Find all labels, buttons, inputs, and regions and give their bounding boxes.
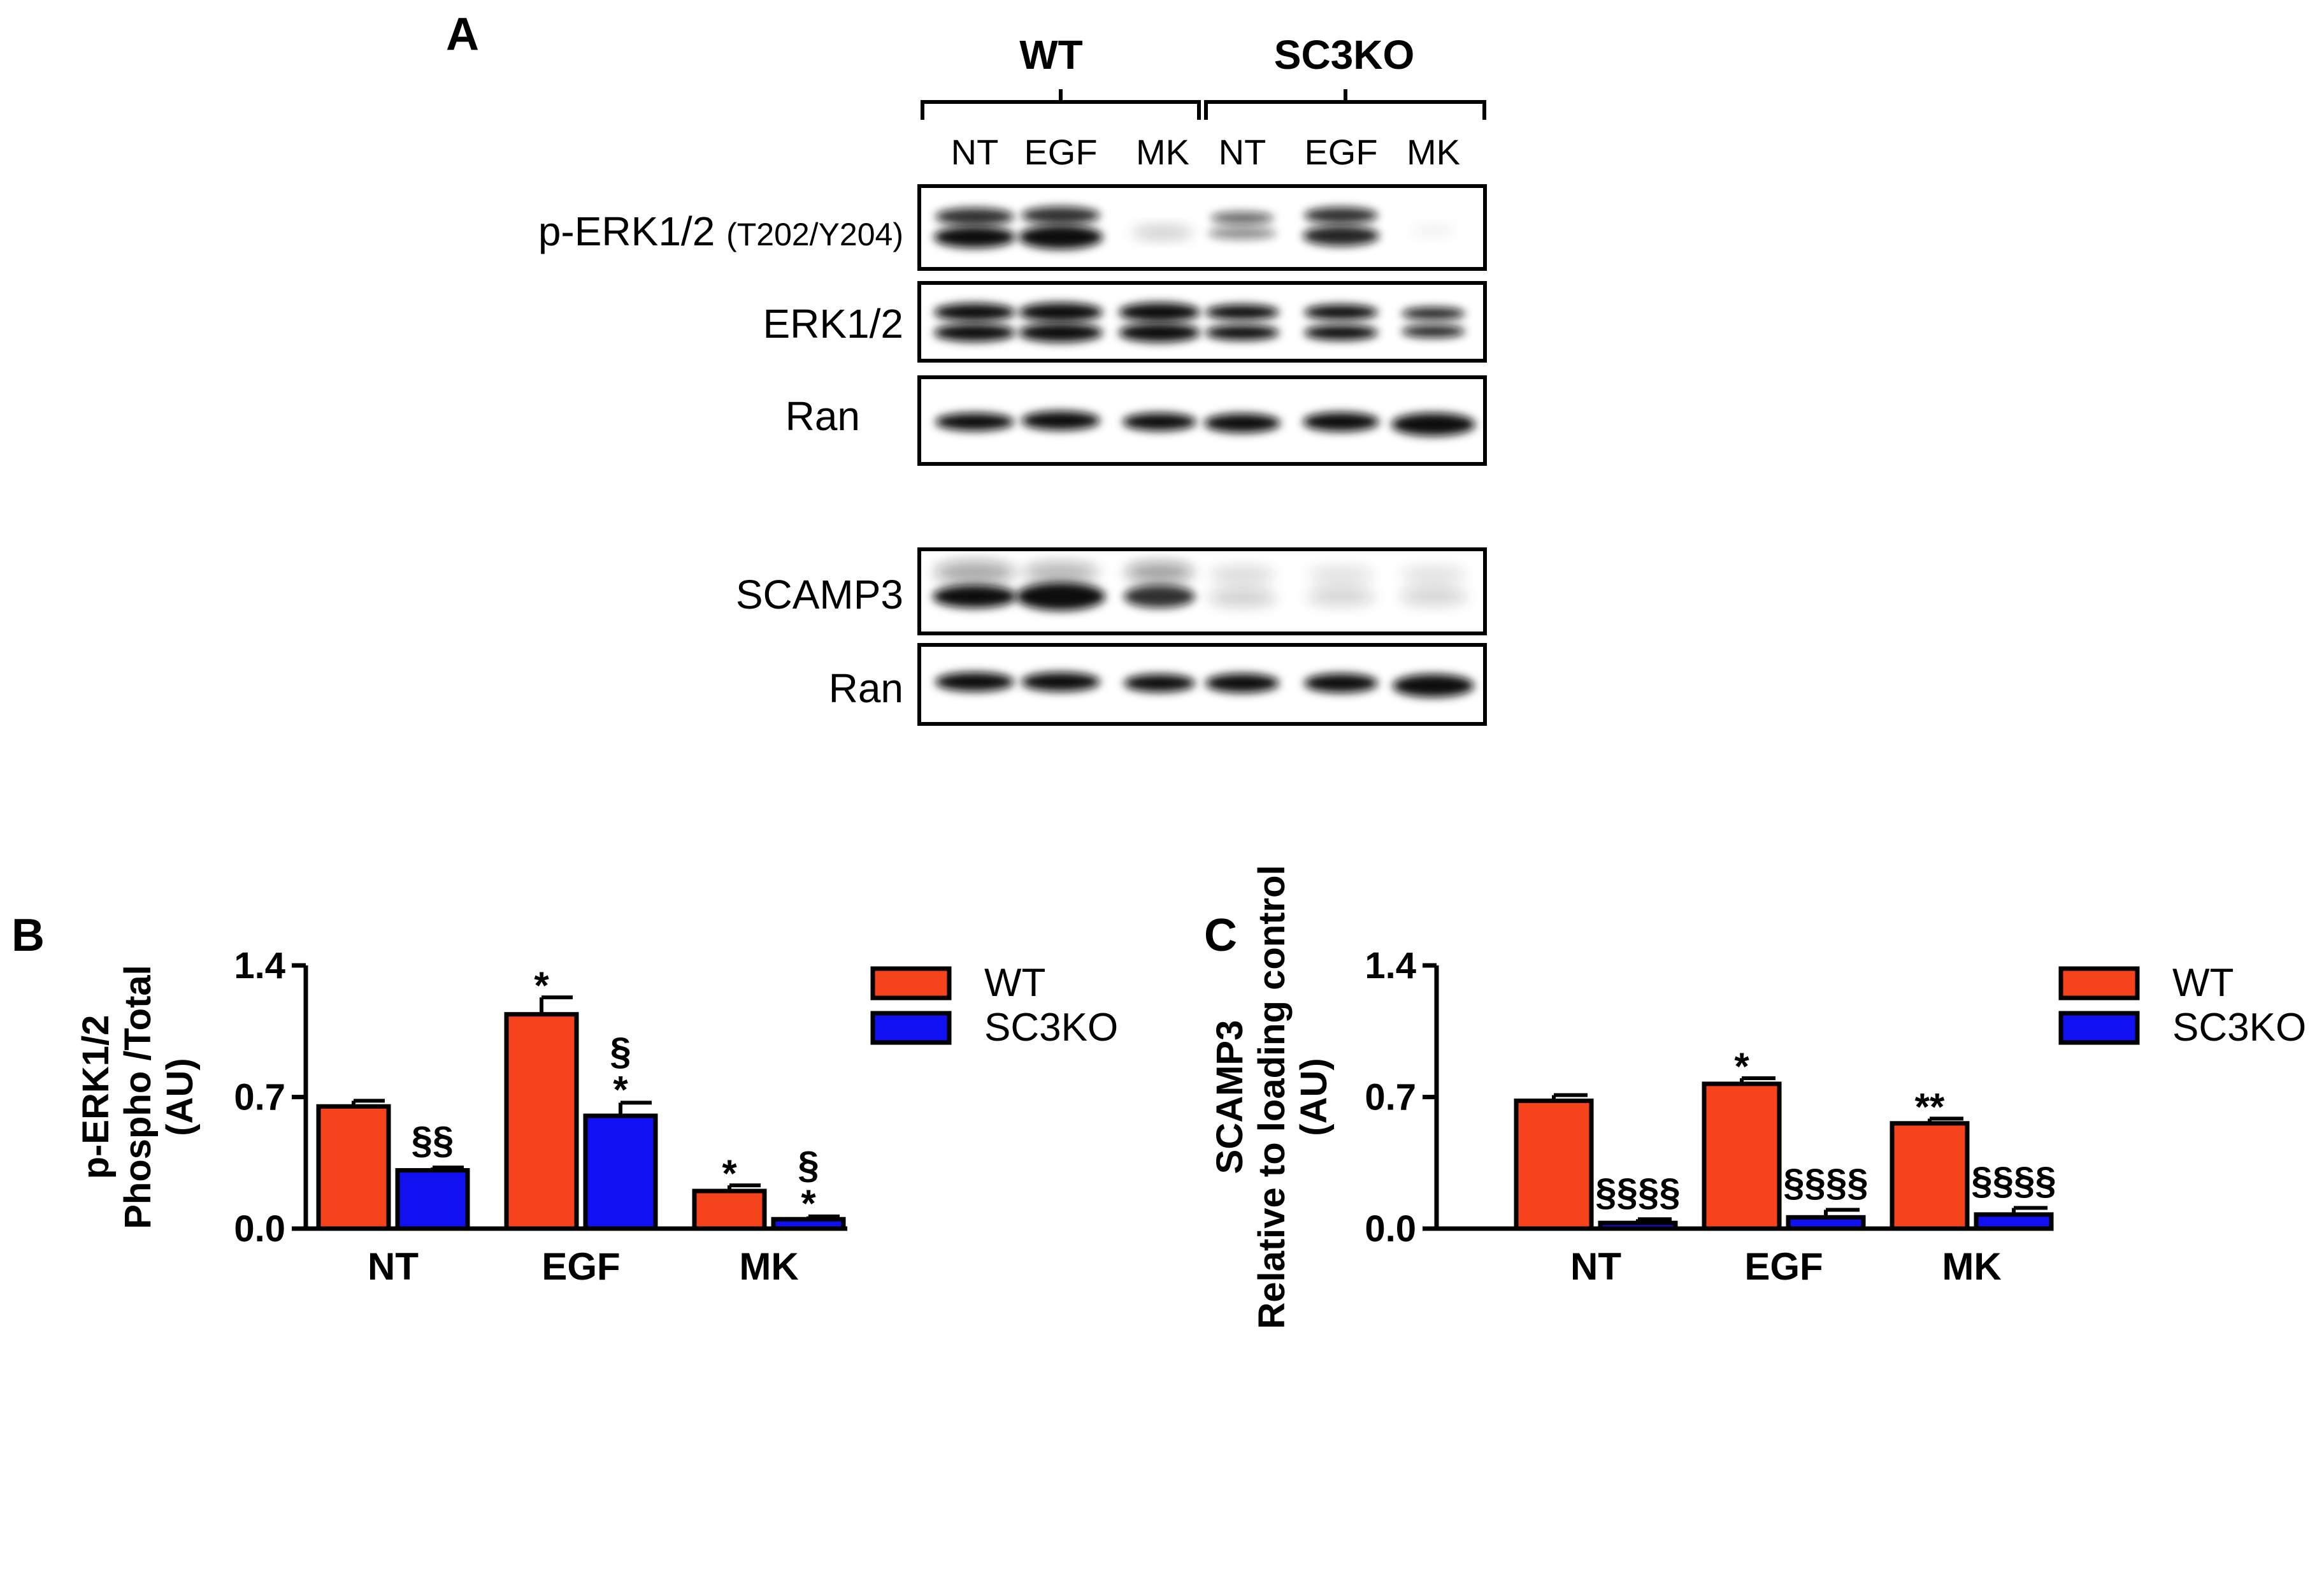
blot-box-ran-2	[917, 643, 1487, 726]
panel-c-bar-chart: C SCAMP3 Relative to loading control (AU) 0.…	[1204, 865, 2306, 1329]
chart-c-y-tick-label: 0.7	[1365, 1077, 1416, 1118]
chart-b-legend-label-sc3ko: SC3KO	[984, 1006, 1118, 1050]
group-label-wt: WT	[1019, 32, 1083, 78]
chart-c-legend-swatch-wt	[2058, 966, 2140, 1000]
chart-c-bar-wt-nt	[1514, 1098, 1594, 1231]
chart-b-ylabel-line-2: Phospho /Total	[117, 965, 159, 1229]
chart-c-ylabel-line-3: (AU)	[1293, 1058, 1335, 1136]
chart-b-bar-wt-nt	[316, 1104, 391, 1231]
chart-c-annotation: §§§§	[1783, 1162, 1868, 1204]
lane-label-4: NT	[1219, 132, 1266, 172]
chart-c-panel-letter: C	[1204, 910, 1237, 961]
chart-c-annotation: §§§§	[1971, 1160, 2056, 1202]
row-label-perk: p-ERK1/2 (T202/Y204)	[538, 208, 903, 254]
chart-b-annotation-section: §	[610, 1030, 631, 1072]
chart-b-bar-wt-mk	[692, 1188, 767, 1231]
group-bracket-sc3ko	[1204, 89, 1486, 120]
panel-a-letter: A	[446, 9, 479, 60]
chart-b-bar-sc3ko-mk	[771, 1217, 846, 1231]
chart-b-annotation-section: §	[798, 1144, 819, 1187]
chart-c-annotation: §§§§	[1595, 1171, 1680, 1213]
chart-b-annotation: *	[722, 1152, 737, 1195]
chart-b-annotation-star: *	[613, 1068, 628, 1111]
blot-bands-ran-1	[935, 411, 1475, 436]
chart-b-legend-swatch-wt	[870, 966, 952, 1000]
chart-b-bar-sc3ko-egf	[583, 1113, 658, 1231]
lane-label-3: MK	[1136, 132, 1189, 172]
chart-b-ylabel-line-1: p-ERK1/2	[75, 1015, 117, 1180]
chart-b-bar-sc3ko-nt	[395, 1168, 470, 1231]
panel-a-western-blot: A WT SC3KO NT EGF MK NT EGF MK p-ERK1/2 …	[446, 9, 1487, 726]
chart-b-legend-label-wt: WT	[984, 961, 1045, 1005]
chart-c-annotation: *	[1734, 1045, 1749, 1088]
chart-c-bar-wt-egf	[1702, 1081, 1782, 1231]
chart-c-bar-sc3ko-egf	[1786, 1215, 1866, 1231]
group-label-sc3ko: SC3KO	[1274, 32, 1415, 78]
chart-c-y-tick-label: 0.0	[1365, 1208, 1416, 1250]
chart-c-ylabel-line-1: SCAMP3	[1209, 1020, 1251, 1174]
chart-c-ylabel-line-2: Relative to loading control	[1251, 865, 1293, 1329]
blot-bands-erk	[934, 303, 1465, 342]
chart-c-annotation: **	[1915, 1085, 1945, 1128]
panel-b-bar-chart: Bp-ERK1/2 Phospho /Total (AU)0.00.71.4§§NT…	[11, 910, 1118, 1288]
chart-c-x-category-label: MK	[1942, 1245, 2001, 1288]
chart-c-bar-sc3ko-mk	[1974, 1212, 2054, 1231]
row-label-ran-2: Ran	[829, 665, 903, 711]
chart-b-annotation: §§	[412, 1119, 454, 1162]
chart-b-x-category-label: MK	[739, 1245, 798, 1288]
chart-b-y-tick-label: 1.4	[234, 945, 285, 986]
chart-b-y-tick-label: 0.7	[234, 1077, 285, 1118]
chart-c-x-category-label: EGF	[1744, 1245, 1823, 1288]
chart-b-annotation: *	[534, 964, 549, 1007]
chart-b-x-category-label: EGF	[542, 1245, 620, 1288]
row-label-erk: ERK1/2	[763, 301, 903, 347]
chart-b-x-category-label: NT	[368, 1245, 419, 1288]
lane-label-1: NT	[951, 132, 999, 172]
chart-c-y-tick-label: 1.4	[1365, 945, 1416, 986]
blot-bands-perk	[934, 206, 1456, 249]
lane-label-6: MK	[1407, 132, 1460, 172]
chart-b-annotation-star: *	[801, 1182, 816, 1225]
chart-b-panel-letter: B	[11, 910, 45, 961]
chart-b-bar-wt-egf	[504, 1012, 579, 1231]
chart-b-legend-swatch-sc3ko	[870, 1011, 952, 1045]
row-label-scamp3: SCAMP3	[736, 572, 903, 617]
chart-b-ylabel-line-3: (AU)	[159, 1058, 201, 1136]
blot-box-scamp3	[917, 547, 1487, 635]
lane-label-2: EGF	[1024, 132, 1097, 172]
chart-c-legend-swatch-sc3ko	[2058, 1011, 2140, 1045]
lane-label-5: EGF	[1304, 132, 1377, 172]
chart-c-x-category-label: NT	[1570, 1245, 1621, 1288]
blot-bands-ran-2	[935, 672, 1474, 697]
blot-bands-scamp3	[933, 561, 1468, 610]
chart-c-legend-label-wt: WT	[2172, 961, 2234, 1005]
group-bracket-wt	[921, 89, 1201, 120]
chart-c-legend-label-sc3ko: SC3KO	[2172, 1006, 2306, 1050]
blot-box-erk	[917, 281, 1487, 363]
chart-c-bar-sc3ko-nt	[1598, 1220, 1678, 1231]
row-label-ran-1: Ran	[785, 393, 860, 439]
chart-c-bar-wt-mk	[1890, 1121, 1970, 1231]
chart-b-y-tick-label: 0.0	[234, 1208, 285, 1250]
blot-box-perk	[917, 184, 1487, 271]
